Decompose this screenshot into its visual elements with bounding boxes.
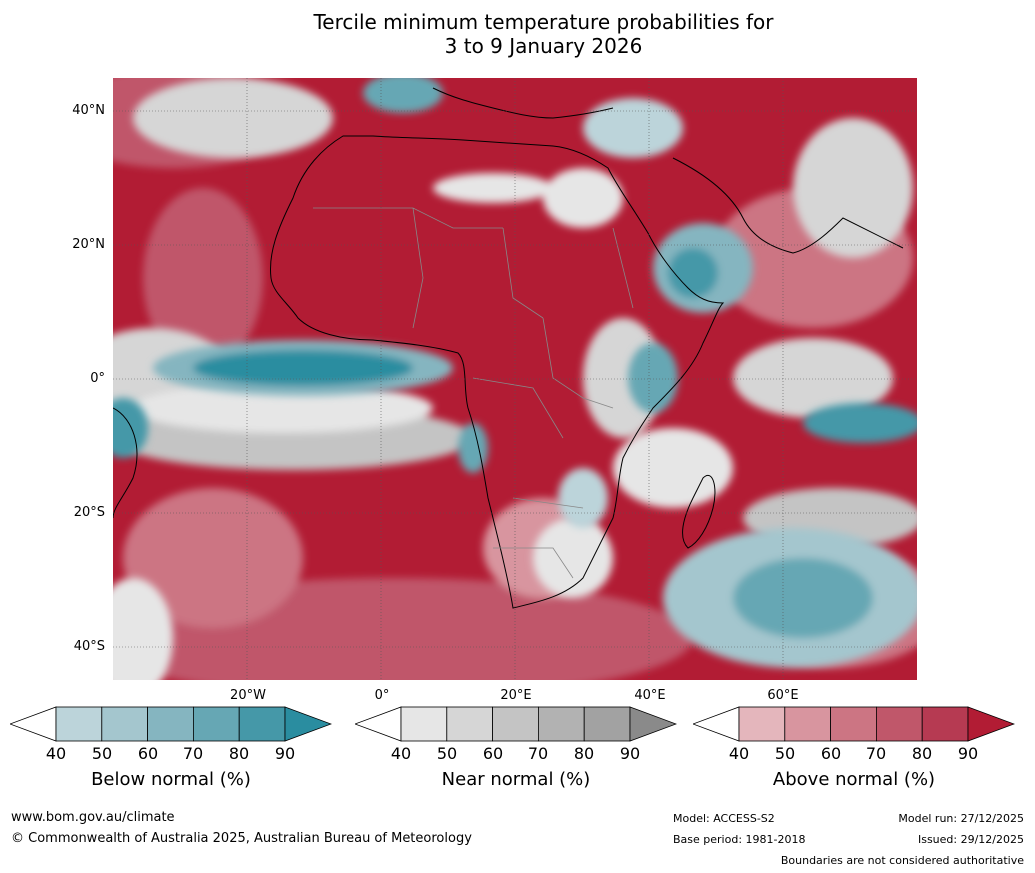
colorbar-segment	[446, 706, 494, 742]
lat-label-20s: 20°S	[73, 505, 105, 520]
colorbar-segment	[192, 706, 240, 742]
title-line-1: Tercile minimum temperature probabilitie…	[313, 10, 774, 34]
tick-near-90: 90	[619, 744, 641, 763]
probability-map	[113, 78, 917, 680]
below-normal-areas	[113, 78, 917, 668]
lon-label-20e: 20°E	[500, 688, 532, 703]
colorbar-segment	[238, 706, 286, 742]
tick-above-80: 80	[911, 744, 933, 763]
title-line-2: 3 to 9 January 2026	[444, 34, 643, 58]
base-period: Base period: 1981-2018	[673, 833, 806, 846]
tick-below-80: 80	[228, 744, 250, 763]
colorbar-segment	[784, 706, 832, 742]
tick-above-70: 70	[865, 744, 887, 763]
lat-label-20n: 20°N	[72, 237, 105, 252]
tick-below-90: 90	[274, 744, 296, 763]
colorbar-segment	[55, 706, 103, 742]
copyright-text: © Commonwealth of Australia 2025, Austra…	[11, 831, 472, 846]
lon-label-20w: 20°W	[230, 688, 266, 703]
country-borders	[313, 207, 634, 579]
colorbar-segment	[537, 706, 585, 742]
colorbar-label-below: Below normal (%)	[91, 769, 251, 790]
tick-above-90: 90	[957, 744, 979, 763]
lat-label-40s: 40°S	[73, 639, 105, 654]
model-run-date: Model run: 27/12/2025	[898, 812, 1024, 825]
near-normal-areas	[113, 78, 917, 680]
colorbar-label-near: Near normal (%)	[441, 769, 591, 790]
tick-near-70: 70	[527, 744, 549, 763]
colorbar-segment	[147, 706, 194, 742]
map-title: Tercile minimum temperature probabilitie…	[0, 10, 1035, 58]
tick-above-50: 50	[774, 744, 796, 763]
website-link[interactable]: www.bom.gov.au/climate	[11, 810, 175, 825]
colorbar-segment	[738, 706, 786, 742]
graticule	[113, 78, 917, 680]
colorbar-segment	[830, 706, 877, 742]
lon-label-0: 0°	[374, 688, 390, 703]
tick-below-50: 50	[91, 744, 113, 763]
lon-label-60e: 60°E	[767, 688, 799, 703]
colorbar-low-extend	[355, 706, 402, 742]
colorbar-low-extend	[693, 706, 740, 742]
colorbar-label-above: Above normal (%)	[772, 769, 936, 790]
colorbar-segment	[400, 706, 448, 742]
model-name: Model: ACCESS-S2	[673, 812, 775, 825]
colorbar-near-normal	[355, 706, 677, 742]
colorbar-segment	[492, 706, 539, 742]
coastlines	[113, 87, 904, 609]
colorbar-above-normal	[693, 706, 1015, 742]
issued-date: Issued: 29/12/2025	[917, 833, 1024, 846]
tick-below-70: 70	[182, 744, 204, 763]
lat-label-0: 0°	[90, 371, 105, 386]
colorbar-high-extend	[629, 706, 677, 742]
tick-near-60: 60	[482, 744, 504, 763]
boundaries-disclaimer: Boundaries are not considered authoritat…	[780, 854, 1024, 867]
map-field	[113, 78, 917, 680]
tick-near-40: 40	[390, 744, 412, 763]
colorbar-high-extend	[967, 706, 1015, 742]
tick-near-50: 50	[436, 744, 458, 763]
colorbar-low-extend	[10, 706, 57, 742]
lon-label-40e: 40°E	[634, 688, 666, 703]
tick-above-40: 40	[728, 744, 750, 763]
tick-below-40: 40	[45, 744, 67, 763]
colorbar-below-normal	[10, 706, 332, 742]
colorbar-high-extend	[284, 706, 332, 742]
tick-above-60: 60	[820, 744, 842, 763]
colorbar-segment	[101, 706, 149, 742]
lat-label-40n: 40°N	[72, 103, 105, 118]
colorbar-segment	[875, 706, 923, 742]
colorbar-segment	[921, 706, 969, 742]
tick-near-80: 80	[573, 744, 595, 763]
tick-below-60: 60	[137, 744, 159, 763]
colorbar-segment	[583, 706, 631, 742]
